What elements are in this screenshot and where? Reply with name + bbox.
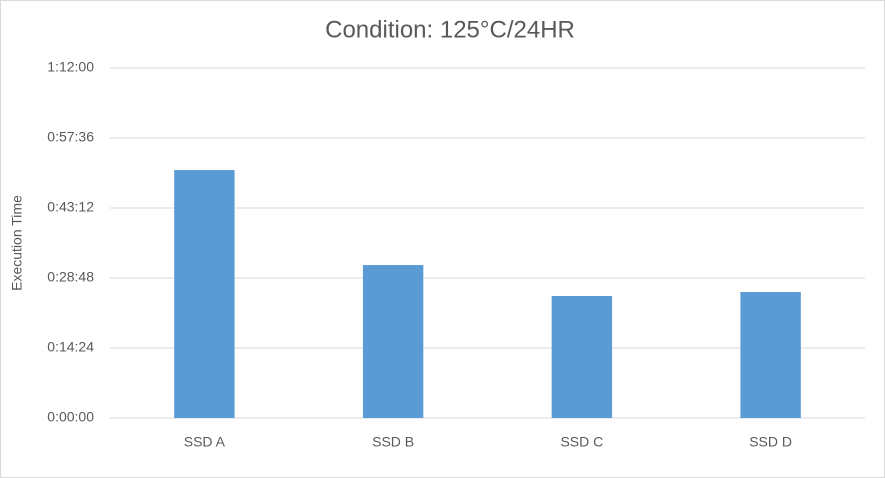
bar bbox=[174, 170, 235, 418]
bar bbox=[740, 292, 801, 418]
y-tick-label: 0:00:00 bbox=[47, 409, 94, 425]
bar bbox=[551, 295, 613, 418]
y-tick-label: 0:28:48 bbox=[47, 269, 94, 285]
bar bbox=[362, 265, 424, 418]
x-tick-label: SSD C bbox=[560, 434, 603, 450]
y-tick-label: 0:57:36 bbox=[47, 129, 94, 145]
y-tick-label: 0:43:12 bbox=[47, 199, 94, 215]
x-tick-label: SSD B bbox=[372, 434, 414, 450]
x-tick-label: SSD A bbox=[184, 434, 226, 450]
chart-title: Condition: 125°C/24HR bbox=[325, 16, 575, 43]
y-tick-label: 1:12:00 bbox=[47, 59, 94, 75]
x-tick-label: SSD D bbox=[749, 434, 792, 450]
y-tick-label: 0:14:24 bbox=[47, 339, 94, 355]
y-axis-label: Execution Time bbox=[9, 195, 25, 291]
